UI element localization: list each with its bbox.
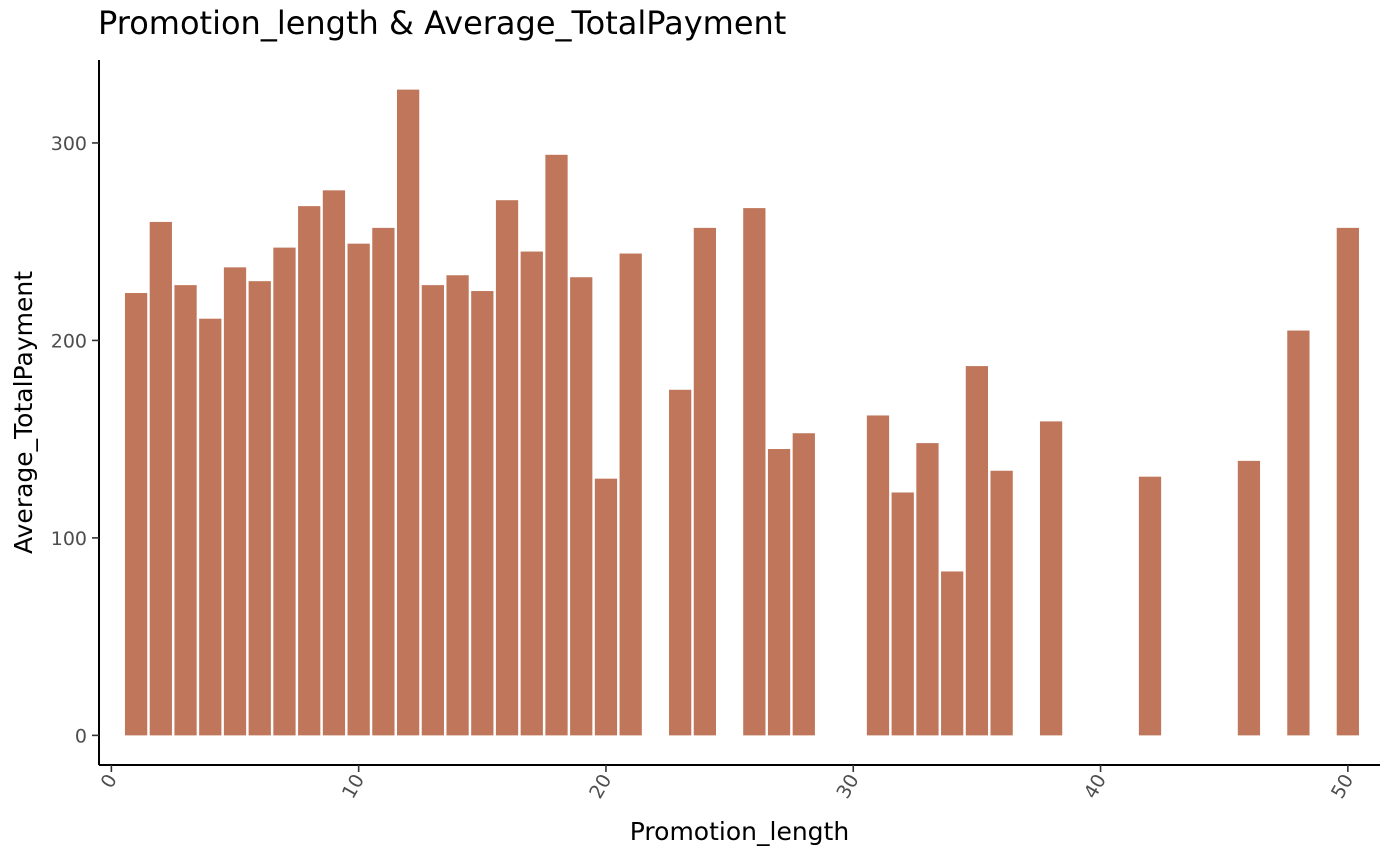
bar: [545, 154, 568, 736]
bar: [149, 221, 172, 736]
bar: [1237, 460, 1261, 736]
bar: [124, 293, 148, 736]
bar: [1336, 227, 1359, 736]
bar: [1287, 330, 1310, 736]
bar: [916, 443, 939, 736]
bar: [174, 285, 197, 736]
x-axis-title: Promotion_length: [630, 817, 849, 846]
bar: [322, 190, 346, 736]
bar: [743, 208, 766, 736]
bar: [273, 247, 296, 736]
y-axis-ticks: 0 100 200 300: [51, 133, 99, 747]
x-tick-label: 50: [1327, 771, 1358, 803]
y-tick-label: 300: [51, 133, 87, 155]
x-axis-ticks: 0 10 20 30 40 50: [97, 765, 1358, 803]
bar: [1138, 476, 1162, 736]
bar: [199, 318, 222, 736]
bar: [421, 285, 444, 736]
bar: [693, 227, 717, 736]
x-tick-label: 0: [97, 771, 122, 792]
chart-title: Promotion_length & Average_TotalPayment: [98, 4, 787, 42]
bar: [446, 275, 469, 736]
bar: [941, 571, 964, 736]
x-tick-label: 10: [338, 771, 369, 803]
bar: [223, 267, 247, 736]
bar: [570, 277, 593, 736]
bar: [372, 227, 395, 736]
bars-group: [124, 89, 1359, 736]
bar: [891, 492, 914, 736]
bar: [298, 206, 321, 736]
y-tick-label: 0: [75, 725, 87, 747]
bar: [990, 470, 1013, 736]
bar: [347, 243, 370, 736]
bar: [619, 253, 642, 736]
y-axis-title: Average_TotalPayment: [9, 271, 38, 554]
bar: [594, 478, 618, 736]
bar: [965, 366, 989, 736]
y-tick-label: 100: [51, 528, 87, 550]
bar: [520, 251, 543, 736]
bar: [495, 200, 519, 736]
bar: [767, 449, 791, 736]
bar: [471, 291, 494, 736]
bar: [1039, 421, 1063, 736]
x-tick-label: 30: [832, 771, 863, 803]
bar: [866, 415, 890, 736]
x-tick-label: 20: [585, 771, 616, 803]
x-tick-label: 40: [1080, 771, 1111, 803]
bar: [248, 281, 271, 736]
bar: [792, 433, 815, 736]
bar: [669, 389, 692, 736]
y-tick-label: 200: [51, 330, 87, 352]
bar: [396, 89, 420, 736]
